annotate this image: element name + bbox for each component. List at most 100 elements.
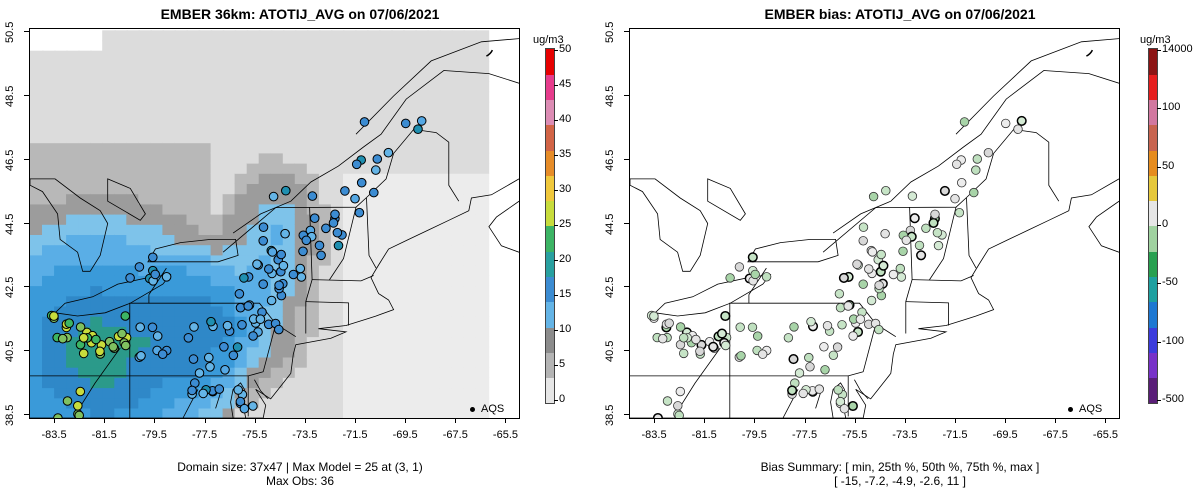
bias-site-marker	[664, 318, 674, 328]
colorbar-tick-mark	[1157, 166, 1161, 168]
grid-cell	[186, 183, 201, 195]
grid-cell	[415, 316, 429, 327]
boundary-line	[966, 197, 977, 269]
grid-cell	[403, 265, 417, 276]
grid-cell	[210, 346, 225, 358]
grid-cell	[367, 40, 381, 52]
grid-cell	[439, 122, 454, 133]
grid-cell	[90, 367, 104, 378]
grid-cell	[379, 40, 393, 52]
grid-cell	[270, 367, 285, 378]
observation-site-marker	[214, 384, 225, 394]
colorbar-swatch	[546, 352, 554, 379]
bias-site-marker	[858, 236, 868, 246]
grid-cell	[42, 203, 56, 215]
grid-cell	[391, 213, 405, 225]
boundary-line	[832, 70, 1119, 234]
grid-cell	[258, 132, 273, 144]
grid-cell	[162, 305, 177, 317]
grid-cell	[427, 173, 441, 184]
grid-cell	[138, 244, 153, 256]
grid-cell	[210, 142, 225, 154]
grid-cell	[355, 50, 369, 62]
grid-cell	[258, 254, 273, 266]
grid-cell	[294, 377, 309, 389]
legend-label: AQS	[1079, 403, 1103, 415]
grid-cell	[186, 50, 201, 62]
grid-cell	[330, 397, 345, 409]
grid-cell	[114, 132, 129, 144]
grid-cell	[210, 203, 225, 215]
observation-site-marker	[371, 165, 381, 175]
grid-cell	[427, 285, 441, 297]
grid-cell	[246, 224, 261, 235]
grid-cell	[330, 203, 345, 215]
bias-colorbar-unit: ug/m3	[1140, 34, 1171, 46]
grid-cell	[210, 50, 225, 62]
grid-cell	[114, 397, 129, 409]
grid-cell	[246, 305, 261, 317]
grid-cell	[114, 101, 129, 113]
y-tick-mark	[624, 350, 629, 352]
grid-cell	[114, 234, 129, 246]
grid-cell	[174, 387, 189, 399]
grid-cell	[198, 346, 213, 358]
bias-map-title: EMBER bias: ATOTIJ_AVG on 07/06/2021	[764, 6, 1036, 22]
grid-cell	[330, 122, 345, 133]
grid-cell	[294, 81, 309, 93]
observation-site-marker	[150, 269, 160, 280]
grid-cell	[102, 407, 116, 418]
grid-cell	[294, 40, 309, 52]
grid-cell	[391, 40, 405, 52]
observation-site-marker	[234, 289, 245, 299]
y-tick-mark	[624, 31, 629, 33]
grid-cell	[258, 81, 273, 93]
grid-cell	[78, 244, 92, 256]
grid-cell	[150, 40, 165, 52]
grid-cell	[126, 122, 141, 133]
grid-cell	[222, 254, 237, 266]
grid-cell	[451, 407, 466, 418]
grid-cell	[270, 336, 285, 348]
grid-cell	[150, 224, 165, 235]
grid-cell	[198, 203, 213, 215]
grid-cell	[246, 213, 261, 225]
lake-outline	[707, 178, 746, 221]
grid-cell	[66, 60, 80, 72]
colorbar-swatch	[546, 49, 554, 75]
observation-site-marker	[351, 159, 362, 170]
grid-cell	[318, 30, 333, 42]
grid-cell	[270, 101, 285, 113]
grid-cell	[294, 316, 309, 327]
observation-site-marker	[136, 351, 146, 361]
colorbar-tick-mark	[554, 225, 558, 226]
grid-cell	[355, 213, 369, 225]
grid-cell	[439, 275, 454, 287]
grid-cell	[391, 377, 405, 389]
grid-cell	[318, 91, 333, 103]
grid-cell	[415, 40, 429, 52]
grid-cell	[463, 224, 478, 235]
grid-cell	[367, 356, 381, 368]
grid-cell	[427, 275, 441, 287]
grid-cell	[439, 142, 454, 154]
grid-cell	[198, 326, 213, 338]
grid-cell	[427, 234, 441, 246]
boundary-line	[232, 70, 519, 234]
grid-cell	[270, 305, 285, 317]
colorbar-swatch	[1149, 99, 1157, 126]
grid-cell	[427, 336, 441, 348]
grid-cell	[30, 162, 44, 174]
bias-site-marker	[952, 159, 962, 170]
grid-cell	[294, 203, 309, 215]
grid-cell	[102, 244, 116, 256]
grid-cell	[174, 91, 189, 103]
grid-cell	[198, 142, 213, 154]
model-footer-line2: Max Obs: 36	[265, 474, 335, 488]
grid-cell	[102, 30, 116, 42]
grid-cell	[439, 193, 454, 205]
grid-cell	[78, 397, 92, 409]
grid-cell	[391, 305, 405, 317]
grid-cell	[403, 316, 417, 327]
grid-cell	[54, 407, 68, 418]
